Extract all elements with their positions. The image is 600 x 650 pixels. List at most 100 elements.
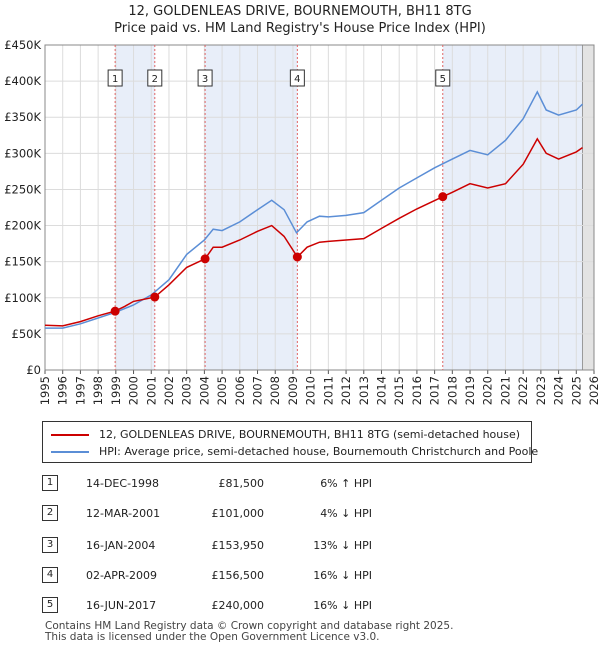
x-tick-label: 2003 [180, 376, 194, 405]
y-tick-label: £100K [4, 291, 41, 305]
x-tick-label: 2020 [481, 376, 495, 405]
x-tick-label: 2023 [534, 376, 548, 405]
x-tick-label: 2006 [233, 376, 247, 405]
hpi-difference: 16% ↓ HPI [313, 569, 372, 582]
table-row: 2 12-MAR-2001 £101,000 4% ↓ HPI [42, 504, 482, 524]
sale-marker-number: 5 [440, 74, 446, 85]
forecast-band [582, 45, 594, 370]
table-row: 5 16-JUN-2017 £240,000 16% ↓ HPI [42, 596, 482, 616]
shaded-ownership-band [115, 45, 155, 370]
x-tick-label: 2002 [162, 376, 176, 405]
hpi-line [45, 90, 584, 329]
sale-date: 02-APR-2009 [86, 569, 158, 582]
sale-date: 16-JAN-2004 [86, 539, 156, 552]
hpi-difference: 16% ↓ HPI [313, 599, 372, 612]
y-tick-label: £350K [4, 110, 41, 124]
legend-swatch-hpi [51, 451, 89, 453]
sale-price: £240,000 [211, 599, 265, 612]
sale-point [438, 192, 448, 202]
table-row: 4 02-APR-2009 £156,500 16% ↓ HPI [42, 566, 482, 586]
x-tick-label: 2009 [286, 376, 300, 405]
sale-marker-badge: 5 [42, 597, 58, 613]
x-tick-label: 2018 [445, 376, 459, 405]
footer-copyright: Contains HM Land Registry data © Crown c… [45, 621, 453, 643]
x-tick-label: 1995 [38, 376, 52, 405]
y-tick-label: £450K [4, 38, 41, 52]
x-tick-label: 2005 [215, 376, 229, 405]
footer-line-2: This data is licensed under the Open Gov… [45, 631, 380, 643]
legend-label-hpi: HPI: Average price, semi-detached house,… [99, 445, 539, 458]
x-tick-label: 2025 [569, 376, 583, 405]
x-tick-label: 2024 [552, 376, 566, 405]
x-tick-label: 2001 [144, 376, 158, 405]
chart-title: 12, GOLDENLEAS DRIVE, BOURNEMOUTH, BH11 … [128, 4, 472, 19]
x-tick-label: 2007 [251, 376, 265, 405]
y-tick-label: £300K [4, 146, 41, 160]
shaded-ownership-band [205, 45, 298, 370]
legend-swatch-property [51, 434, 89, 436]
sale-marker-number: 1 [112, 74, 118, 85]
sale-marker-box [197, 69, 213, 87]
sale-price: £101,000 [211, 507, 265, 520]
sale-price: £153,950 [211, 539, 265, 552]
legend: 12, GOLDENLEAS DRIVE, BOURNEMOUTH, BH11 … [42, 421, 538, 463]
x-tick-label: 1998 [91, 376, 105, 405]
x-tick-label: 2015 [392, 376, 406, 405]
y-tick-label: £0 [26, 363, 41, 377]
chart-subtitle: Price paid vs. HM Land Registry's House … [114, 21, 486, 36]
sale-date: 12-MAR-2001 [86, 507, 161, 520]
x-tick-label: 1999 [109, 376, 123, 405]
hpi-difference: 6% ↑ HPI [320, 477, 372, 490]
x-tick-label: 2008 [268, 376, 282, 405]
sale-point [150, 292, 160, 302]
x-tick-label: 2016 [410, 376, 424, 405]
sale-marker-box [289, 69, 305, 87]
price-chart: £0 £50K £100K £150K £200K £250K £300K £350K £400… [4, 38, 600, 405]
y-tick-label: £150K [4, 255, 41, 269]
sale-marker-number: 4 [294, 74, 300, 85]
sale-marker-badge: 4 [42, 567, 58, 583]
shaded-ownership-band [442, 45, 583, 370]
sale-point [110, 306, 120, 316]
sale-price: £156,500 [211, 569, 265, 582]
sale-marker-badge: 1 [42, 475, 58, 491]
x-tick-label: 2004 [197, 376, 211, 405]
x-tick-label: 1997 [73, 376, 87, 405]
property-price-line [44, 137, 583, 327]
x-tick-label: 2013 [357, 376, 371, 405]
sale-marker-number: 2 [152, 74, 158, 85]
x-tick-label: 2017 [428, 376, 442, 405]
y-tick-label: £250K [4, 182, 41, 196]
sale-marker-number: 3 [202, 74, 208, 85]
x-tick-label: 2000 [127, 376, 141, 405]
sale-marker-badge: 3 [42, 537, 58, 553]
x-tick-label: 2010 [304, 376, 318, 405]
x-tick-label: 1996 [56, 376, 70, 405]
hpi-difference: 13% ↓ HPI [313, 539, 372, 552]
sale-marker-box [107, 69, 123, 87]
sale-marker-badge: 2 [42, 505, 58, 521]
x-tick-label: 2011 [321, 376, 335, 405]
x-tick-label: 2022 [516, 376, 530, 405]
y-tick-label: £400K [4, 74, 41, 88]
plot-frame [44, 44, 595, 371]
y-tick-label: £50K [12, 327, 42, 341]
sale-marker-box [435, 69, 451, 87]
y-tick-label: £200K [4, 219, 41, 233]
hpi-difference: 4% ↓ HPI [320, 507, 372, 520]
x-tick-label: 2012 [339, 376, 353, 405]
sale-date: 16-JUN-2017 [86, 599, 157, 612]
legend-item-hpi: HPI: Average price, semi-detached house,… [51, 445, 538, 458]
table-row: 1 14-DEC-1998 £81,500 6% ↑ HPI [42, 474, 482, 494]
sale-marker-box [147, 69, 163, 87]
footer-line-1: Contains HM Land Registry data © Crown c… [45, 620, 454, 632]
sale-point [292, 252, 302, 262]
table-row: 3 16-JAN-2004 £153,950 13% ↓ HPI [42, 536, 482, 556]
x-tick-label: 2026 [587, 376, 600, 405]
legend-item-property: 12, GOLDENLEAS DRIVE, BOURNEMOUTH, BH11 … [51, 428, 520, 441]
sale-price: £81,500 [218, 477, 265, 490]
sale-date: 14-DEC-1998 [86, 477, 160, 490]
legend-label-property: 12, GOLDENLEAS DRIVE, BOURNEMOUTH, BH11 … [99, 428, 521, 441]
x-tick-label: 2019 [463, 376, 477, 405]
sale-point [200, 254, 210, 264]
